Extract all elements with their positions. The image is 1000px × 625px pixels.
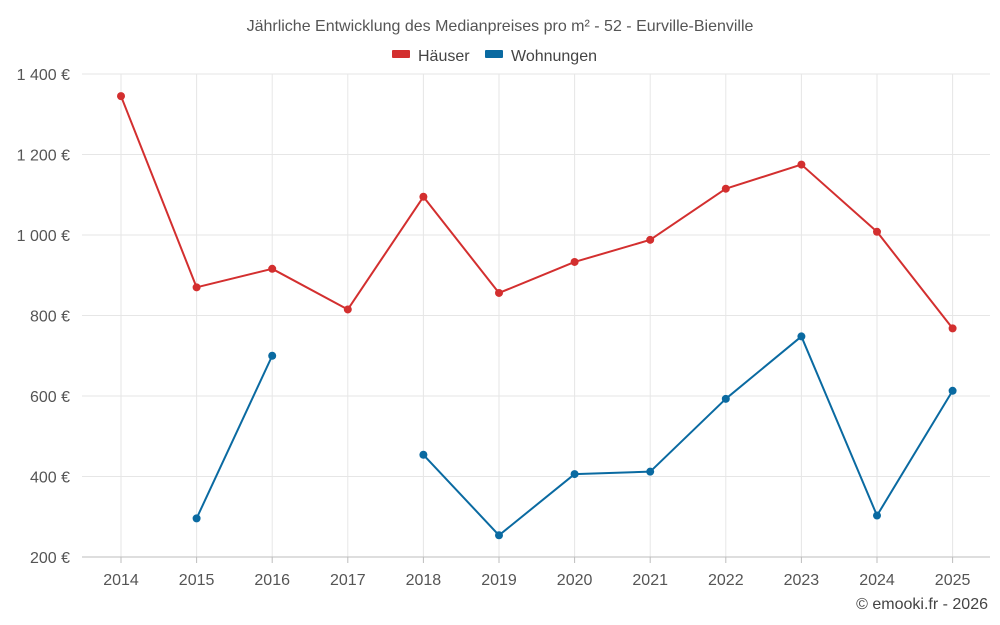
data-point-wohnungen-2025[interactable]: [948, 386, 957, 395]
data-point-haeuser-2019[interactable]: [495, 288, 503, 297]
legend-swatch-wohnungen: [485, 50, 503, 58]
x-tick-label: 2019: [481, 572, 517, 589]
series: [117, 92, 957, 540]
y-tick-label: 1 000 €: [17, 228, 70, 245]
data-point-wohnungen-2023[interactable]: [797, 332, 806, 341]
data-point-wohnungen-2015[interactable]: [192, 514, 201, 523]
x-tick-label: 2014: [103, 572, 139, 589]
series-wohnungen: [192, 332, 957, 540]
x-tick-label: 2020: [557, 572, 593, 589]
legend: Häuser Wohnungen: [392, 48, 597, 65]
data-point-wohnungen-2020[interactable]: [570, 470, 579, 479]
series-line-wohnungen: [195, 355, 274, 519]
y-tick-label: 800 €: [30, 309, 70, 326]
series-haeuser: [117, 92, 957, 333]
x-tick-label: 2017: [330, 572, 366, 589]
data-point-haeuser-2020[interactable]: [570, 257, 579, 266]
data-point-wohnungen-2019[interactable]: [495, 531, 503, 540]
data-point-wohnungen-2018[interactable]: [419, 450, 428, 459]
x-tick-label: 2023: [784, 572, 820, 589]
credit-text: © emooki.fr - 2026: [856, 596, 988, 613]
y-tick-label: 600 €: [30, 389, 70, 406]
x-tick-label: 2018: [406, 572, 442, 589]
series-line-haeuser: [120, 95, 954, 329]
y-tick-label: 1 400 €: [17, 67, 70, 84]
chart-title: Jährliche Entwicklung des Medianpreises …: [247, 18, 754, 35]
data-point-haeuser-2025[interactable]: [948, 324, 957, 333]
x-tick-label: 2024: [859, 572, 895, 589]
data-point-haeuser-2018[interactable]: [419, 192, 428, 201]
x-tick-label: 2025: [935, 572, 971, 589]
series-line-wohnungen: [422, 335, 954, 537]
data-point-haeuser-2022[interactable]: [721, 184, 730, 193]
data-point-haeuser-2015[interactable]: [192, 283, 201, 292]
data-point-haeuser-2016[interactable]: [268, 264, 277, 273]
y-tick-label: 400 €: [30, 470, 70, 487]
x-tick-label: 2021: [632, 572, 668, 589]
data-point-wohnungen-2016[interactable]: [268, 351, 277, 360]
grid: [82, 73, 990, 557]
data-point-haeuser-2014[interactable]: [117, 92, 125, 101]
x-tick-label: 2022: [708, 572, 744, 589]
y-tick-label: 1 200 €: [17, 148, 70, 165]
data-point-haeuser-2021[interactable]: [646, 235, 655, 244]
legend-label-wohnungen[interactable]: Wohnungen: [511, 48, 597, 65]
data-point-wohnungen-2024[interactable]: [873, 511, 881, 520]
data-point-haeuser-2023[interactable]: [797, 160, 806, 169]
y-tick-label: 200 €: [30, 550, 70, 567]
x-tick-label: 2015: [179, 572, 215, 589]
data-point-wohnungen-2022[interactable]: [721, 394, 730, 403]
legend-swatch-haeuser: [392, 50, 410, 58]
x-tick-label: 2016: [254, 572, 290, 589]
data-point-wohnungen-2021[interactable]: [646, 467, 655, 476]
legend-label-haeuser[interactable]: Häuser: [418, 48, 470, 65]
data-point-haeuser-2024[interactable]: [873, 227, 881, 236]
axes: 200 € 400 € 600 € 800 € 1 000 € 1 200 € 1 400 …: [17, 67, 990, 589]
data-point-haeuser-2017[interactable]: [343, 305, 352, 314]
